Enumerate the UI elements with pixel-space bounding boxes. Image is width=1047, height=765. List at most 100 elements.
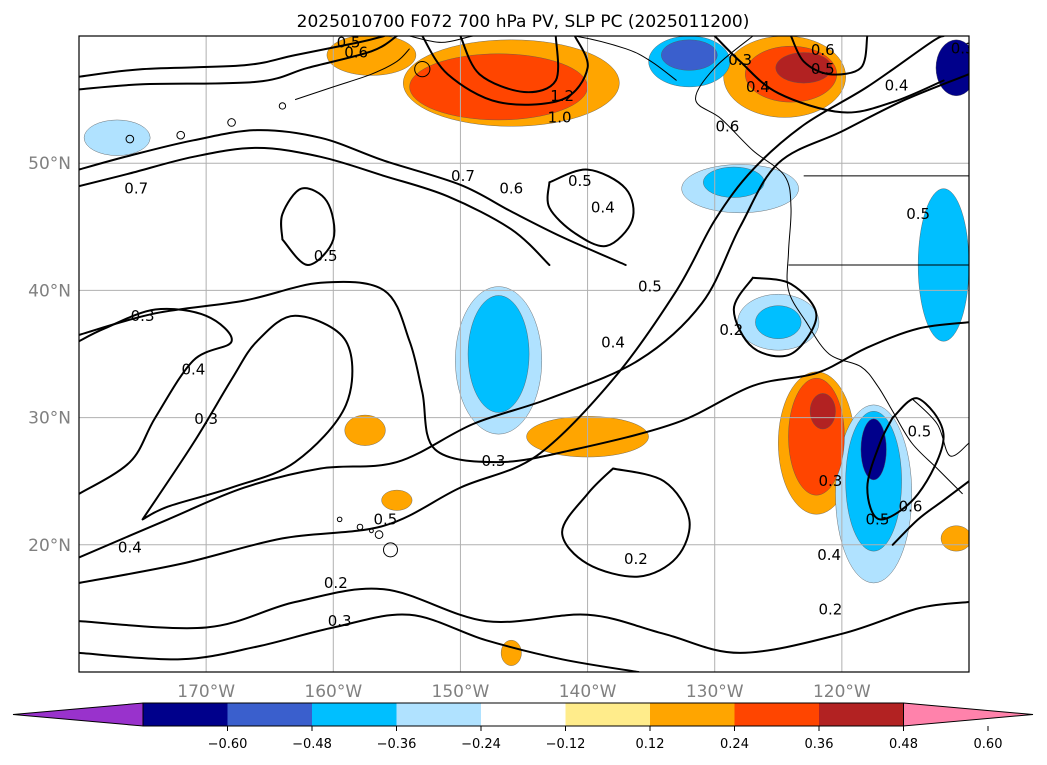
- contour-label-30: 0.5: [811, 60, 835, 78]
- contour-label-7: 0.5: [568, 172, 592, 190]
- pv-fill-region-18: [809, 393, 836, 430]
- colorbar-tick-label-3: −0.24: [461, 737, 501, 752]
- slp-contour-10: [79, 307, 233, 495]
- contour-label-32: 0.4: [885, 77, 909, 95]
- contour-label-6: 1.0: [548, 108, 572, 126]
- coastline-0: [695, 36, 963, 495]
- colorbar-extend-max: [903, 702, 1034, 727]
- colorbar-tick-label-8: 0.48: [889, 737, 918, 752]
- slp-contour-5: [79, 73, 969, 559]
- contour-label-34: 0.5: [906, 205, 930, 223]
- coastline-layer: [125, 36, 969, 558]
- contour-label-26: 0.6: [899, 498, 923, 516]
- coastline-2: [409, 36, 677, 81]
- slp-contour-12: [561, 467, 691, 578]
- lat-tick-label-1: 40°N: [28, 281, 71, 301]
- island-1: [374, 530, 384, 539]
- lon-tick-label-0: 170°W: [177, 682, 235, 702]
- pv-fill-region-6: [935, 39, 969, 96]
- contour-label-15: 0.2: [719, 321, 743, 339]
- contour-label-21: 0.2: [624, 550, 648, 568]
- slp-contour-8: [79, 613, 640, 672]
- colorbar-swatch-2: [312, 703, 397, 726]
- slp-contour-13: [732, 276, 818, 358]
- slp-contour-1: [79, 36, 398, 91]
- slp-contour-0: [79, 36, 386, 78]
- lon-tick-label-2: 150°W: [432, 682, 490, 702]
- colorbar-swatch-5: [565, 703, 650, 726]
- colorbar-outline: [142, 702, 904, 727]
- lon-tick-label-3: 140°W: [559, 682, 617, 702]
- pv-fill-region-7: [661, 39, 718, 71]
- contour-label-11: 0.4: [181, 360, 205, 378]
- colorbar-swatch-0: [143, 703, 228, 726]
- slp-contour-19: [866, 397, 945, 521]
- contour-label-33: 0.6: [715, 117, 739, 135]
- contour-label-22: 0.3: [818, 472, 842, 490]
- colorbar-extend-min: [12, 702, 144, 727]
- contour-label-1: 0.6: [344, 44, 368, 62]
- contour-label-23: 0.4: [817, 546, 841, 564]
- lon-tick-label-5: 120°W: [813, 682, 871, 702]
- colorbar-swatch-3: [396, 703, 481, 726]
- pv-fill-region-3: [775, 52, 832, 84]
- island-5: [176, 130, 186, 140]
- pv-fill-region-9: [83, 119, 151, 156]
- geo-tick-labels: 170°W 160°W 150°W 140°W 130°W 120°W 50°N 40°N 30…: [28, 154, 871, 702]
- pv-fill-region-26: [500, 640, 522, 666]
- contour-label-25: 0.5: [866, 510, 890, 528]
- colorbar-tick-label-5: 0.12: [636, 737, 665, 752]
- coastline-3: [294, 48, 410, 101]
- slp-contour-18: [790, 36, 869, 76]
- graticule: [79, 36, 969, 672]
- colorbar-tick-label-2: −0.36: [377, 737, 417, 752]
- contour-label-10: 0.3: [131, 307, 155, 325]
- island-6: [125, 134, 135, 144]
- colorbar-tick-label-1: −0.48: [292, 737, 332, 752]
- pv-fill-region-2: [326, 36, 417, 76]
- slp-contour-layer: [79, 36, 969, 672]
- contour-label-19: 0.2: [324, 574, 348, 592]
- colorbar-swatch-4: [481, 703, 566, 726]
- contour-label-35: 0.3: [951, 40, 975, 58]
- contour-label-18: 0.4: [118, 538, 142, 556]
- colorbar-swatch-6: [650, 703, 735, 726]
- contour-label-3: 0.7: [451, 167, 475, 185]
- lat-tick-label-2: 30°N: [28, 409, 71, 429]
- colorbar-swatch-7: [734, 703, 819, 726]
- island-9: [414, 60, 431, 78]
- slp-contour-4: [79, 280, 969, 464]
- slp-contour-16: [459, 36, 560, 94]
- slp-contour-20: [891, 480, 969, 546]
- slp-contour-7: [79, 587, 969, 654]
- slp-contour-3: [79, 146, 551, 266]
- contour-label-2: 0.7: [124, 180, 148, 198]
- slp-contour-15: [421, 36, 589, 106]
- lat-tick-label-3: 20°N: [28, 536, 71, 556]
- contour-label-14: 0.4: [601, 334, 625, 352]
- colorbar-swatch-1: [227, 703, 312, 726]
- colorbar: −0.60 −0.48 −0.36 −0.24 −0.12 0.12 0.24 0.36 0.4…: [12, 702, 1034, 752]
- colorbar-tick-label-0: −0.60: [208, 737, 248, 752]
- contour-label-13: 0.5: [638, 278, 662, 296]
- slp-contour-9: [141, 314, 354, 521]
- lon-tick-label-1: 160°W: [304, 682, 362, 702]
- slp-contour-17: [713, 36, 945, 114]
- colorbar-tick-label-6: 0.24: [720, 737, 749, 752]
- island-0: [383, 542, 398, 558]
- pv-fill-region-24: [344, 414, 386, 446]
- contour-label-9: 0.5: [314, 247, 338, 265]
- colorbar-tick-label-4: −0.12: [546, 737, 586, 752]
- colorbar-swatch-8: [819, 703, 904, 726]
- island-7: [227, 118, 236, 127]
- pv-fill-layer: [83, 36, 969, 666]
- contour-label-24: 0.2: [818, 601, 842, 619]
- lat-tick-label-0: 50°N: [28, 154, 71, 174]
- contour-label-12: 0.3: [194, 410, 218, 428]
- chart-title: 2025010700 F072 700 hPa PV, SLP PC (2025…: [297, 12, 750, 32]
- contour-label-27: 0.5: [907, 423, 931, 441]
- slp-contour-2: [79, 129, 627, 266]
- contour-label-29: 0.6: [811, 41, 835, 59]
- slp-contour-6: [79, 36, 945, 584]
